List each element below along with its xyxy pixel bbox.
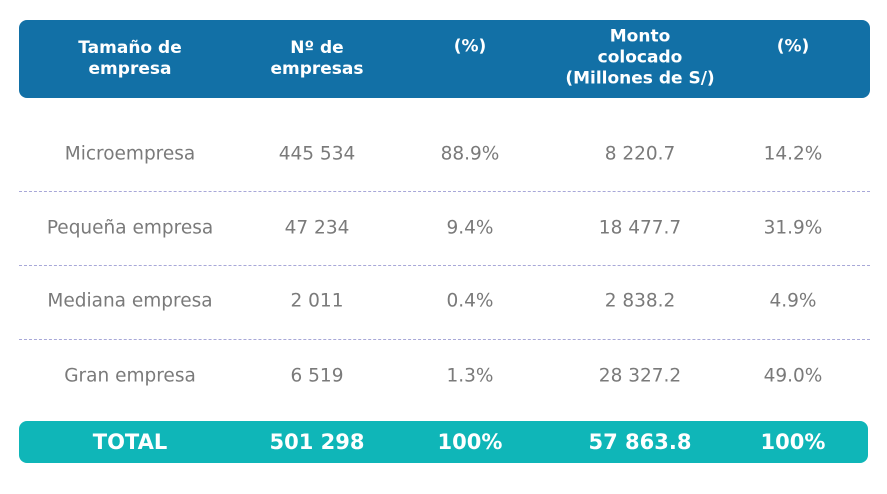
row-divider <box>19 338 870 340</box>
total-cell: TOTAL <box>92 430 168 454</box>
column-header-line: Monto <box>609 26 671 47</box>
table-cell: 1.3% <box>446 365 494 387</box>
table-cell: Mediana empresa <box>47 290 213 312</box>
table-cell: 4.9% <box>769 290 817 312</box>
total-cell: 100% <box>437 430 503 454</box>
table-cell: 14.2% <box>763 143 823 165</box>
table-cell: 445 534 <box>278 143 356 165</box>
column-header-line: colocado <box>597 47 683 68</box>
column-header-line: Nº de <box>290 38 344 58</box>
table-cell: 88.9% <box>440 143 500 165</box>
column-header-line: (%) <box>453 36 487 57</box>
table-cell: 49.0% <box>763 365 823 387</box>
column-header: (%) <box>454 37 487 58</box>
table-cell: 18 477.7 <box>598 217 682 239</box>
total-cell: 501 298 <box>269 430 365 454</box>
table-cell: 28 327.2 <box>598 365 682 387</box>
table-cell: 2 011 <box>290 290 344 312</box>
table-cell: 47 234 <box>284 217 350 239</box>
column-header-line: (%) <box>776 36 810 57</box>
table-cell: Gran empresa <box>64 365 196 387</box>
table-cell: 8 220.7 <box>604 143 676 165</box>
total-row <box>19 421 868 463</box>
total-cell: 57 863.8 <box>588 430 692 454</box>
table-cell: 6 519 <box>290 365 344 387</box>
column-header-line: empresa <box>88 59 172 79</box>
column-header-line: Tamaño de <box>78 38 182 58</box>
table-cell: Microempresa <box>64 143 196 165</box>
table-cell: 2 838.2 <box>604 290 676 312</box>
column-header: (%) <box>777 37 810 58</box>
column-header: Tamaño de empresa <box>78 38 181 80</box>
table-cell: 0.4% <box>446 290 494 312</box>
column-header: Nº de empresas <box>270 38 363 80</box>
table-cell: 9.4% <box>446 217 494 239</box>
total-cell: 100% <box>760 430 826 454</box>
row-divider <box>19 191 870 192</box>
row-divider <box>19 264 870 266</box>
table-cell: 31.9% <box>763 217 823 239</box>
column-header-line: (Millones de S/) <box>565 68 715 89</box>
table-cell: Pequeña empresa <box>46 217 214 239</box>
column-header-line: empresas <box>270 59 364 79</box>
table-header <box>19 20 870 98</box>
column-header: Monto colocado (Millones de S/) <box>565 27 714 90</box>
